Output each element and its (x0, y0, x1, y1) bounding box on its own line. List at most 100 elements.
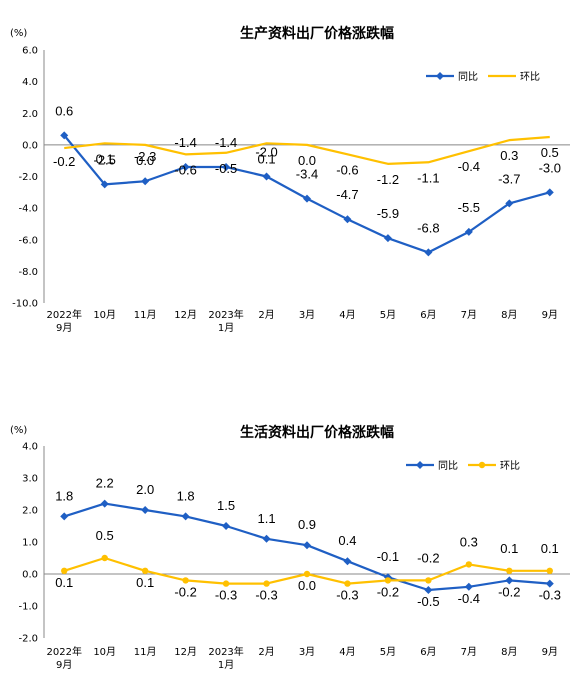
x-tick-label: 9月 (542, 309, 558, 321)
data-point (222, 522, 231, 530)
x-tick-label: 5月 (380, 309, 396, 321)
y-tick-label: 1.0 (22, 538, 38, 549)
data-label: -0.2 (377, 584, 399, 599)
data-point (141, 506, 150, 514)
y-tick-label: 2.0 (22, 506, 38, 517)
data-point (425, 577, 432, 584)
x-tick-label: 2023年 1月 (208, 645, 243, 671)
legend-label: 同比 (438, 460, 458, 472)
data-point (222, 580, 230, 587)
x-tick-label: 4月 (339, 309, 355, 321)
data-point (343, 215, 352, 224)
data-label: 0.5 (96, 528, 114, 543)
x-tick-label: 3月 (299, 646, 315, 658)
x-tick-label: 6月 (420, 309, 436, 321)
data-point (222, 163, 231, 172)
y-tick-label: -10.0 (12, 299, 38, 310)
data-point (505, 576, 514, 585)
data-label: 0.6 (55, 103, 73, 118)
series-同比: 0.6 -2.5 -2.3 -1.4 -1.4 -2.0 -3.4 -4.7 -5.9 -6.8 -… (55, 103, 561, 257)
x-tick-label: 8月 (501, 646, 517, 658)
data-label: 0.1 (55, 575, 73, 590)
x-tick-label: 2023年 1月 (208, 308, 243, 334)
data-label: -3.0 (539, 160, 561, 175)
data-point (100, 180, 109, 189)
data-point (181, 512, 190, 521)
data-point (60, 131, 69, 140)
x-tick-label: 2022年 9月 (47, 308, 82, 334)
chart-2: 生活资料出厂价格涨跌幅 (%) 4.0 3.0 2.0 1.0 0.0 -1.0 -2.0 202… (10, 424, 570, 671)
x-tick-label: 7月 (461, 309, 477, 321)
x-tick-label: 11月 (134, 646, 157, 658)
data-label: -3.4 (296, 167, 318, 182)
data-point (384, 577, 392, 584)
data-point (303, 570, 311, 578)
data-label: -5.9 (377, 206, 399, 221)
data-point (60, 512, 69, 521)
data-point (424, 586, 433, 594)
y-tick-label: 4.0 (22, 77, 38, 88)
data-label: -0.5 (417, 594, 439, 609)
y-tick-label: 0.0 (22, 570, 38, 581)
data-label: 0.9 (298, 517, 316, 532)
data-point (465, 561, 473, 568)
data-label: -0.2 (417, 550, 439, 565)
y-tick-label: -8.0 (18, 267, 38, 278)
data-label: -3.7 (498, 171, 520, 186)
data-label: -0.3 (255, 588, 277, 603)
data-point (545, 579, 554, 588)
chart-1: 生产资料出厂价格涨跌幅 (%) 6.0 4.0 2.0 0.0 -2.0 -4.0 -6.0 -8… (10, 25, 570, 334)
x-tick-label: 11月 (134, 309, 157, 321)
x-tick-label: 2月 (258, 646, 274, 658)
data-point (464, 227, 473, 236)
data-label: 1.8 (55, 488, 73, 503)
data-point (545, 188, 554, 197)
data-label: -0.5 (215, 161, 237, 176)
data-point (343, 557, 352, 566)
y-unit-label: (%) (10, 28, 27, 39)
x-tick-label: 5月 (380, 646, 396, 658)
data-point (262, 172, 271, 181)
x-tick-label: 12月 (174, 646, 197, 658)
data-label: 0.1 (96, 151, 114, 166)
series-同比: 1.8 2.2 2.0 1.8 1.5 1.1 0.9 0.4 -0.1 -0.5 -0.4 -0.2… (55, 476, 561, 609)
data-label: -5.5 (458, 200, 480, 215)
x-tick-label: 6月 (420, 646, 436, 658)
data-point (464, 582, 473, 591)
data-point (505, 199, 514, 208)
legend: 同比 环比 (406, 460, 520, 472)
y-tick-label: -2.0 (18, 634, 38, 645)
x-tick-label: 4月 (339, 646, 355, 658)
data-label: 0.3 (460, 534, 478, 549)
data-label: -2.3 (134, 149, 156, 164)
data-label: 0.0 (298, 153, 316, 168)
data-label: -0.3 (539, 588, 561, 603)
data-label: 0.1 (257, 151, 275, 166)
legend-marker (478, 461, 486, 469)
data-label: -0.2 (53, 154, 75, 169)
x-tick-label: 9月 (542, 646, 558, 658)
series-环比: 0.1 0.5 0.1 -0.2 -0.3 -0.3 0.0 -0.3 -0.2 -0.2 0.3 0… (55, 528, 559, 603)
legend-item-同比: 同比 (426, 71, 478, 83)
data-label: 0.0 (298, 578, 316, 593)
data-point (546, 567, 553, 574)
data-label: -0.6 (336, 162, 358, 177)
data-point (61, 567, 68, 574)
y-tick-label: 3.0 (22, 474, 38, 485)
data-point (303, 194, 311, 203)
y-tick-label: -4.0 (18, 204, 38, 215)
data-label: -0.3 (215, 588, 237, 603)
data-label: -0.4 (458, 159, 480, 174)
data-point (141, 567, 149, 574)
x-tick-label: 10月 (93, 646, 116, 658)
legend-marker (436, 72, 444, 80)
x-tick-label: 10月 (93, 309, 116, 321)
data-point (181, 163, 190, 172)
data-label: 1.5 (217, 498, 235, 513)
data-point (383, 234, 392, 243)
y-tick-label: -2.0 (18, 172, 38, 183)
data-label: -4.7 (336, 187, 358, 202)
data-point (100, 499, 109, 508)
data-label: 0.1 (500, 541, 518, 556)
